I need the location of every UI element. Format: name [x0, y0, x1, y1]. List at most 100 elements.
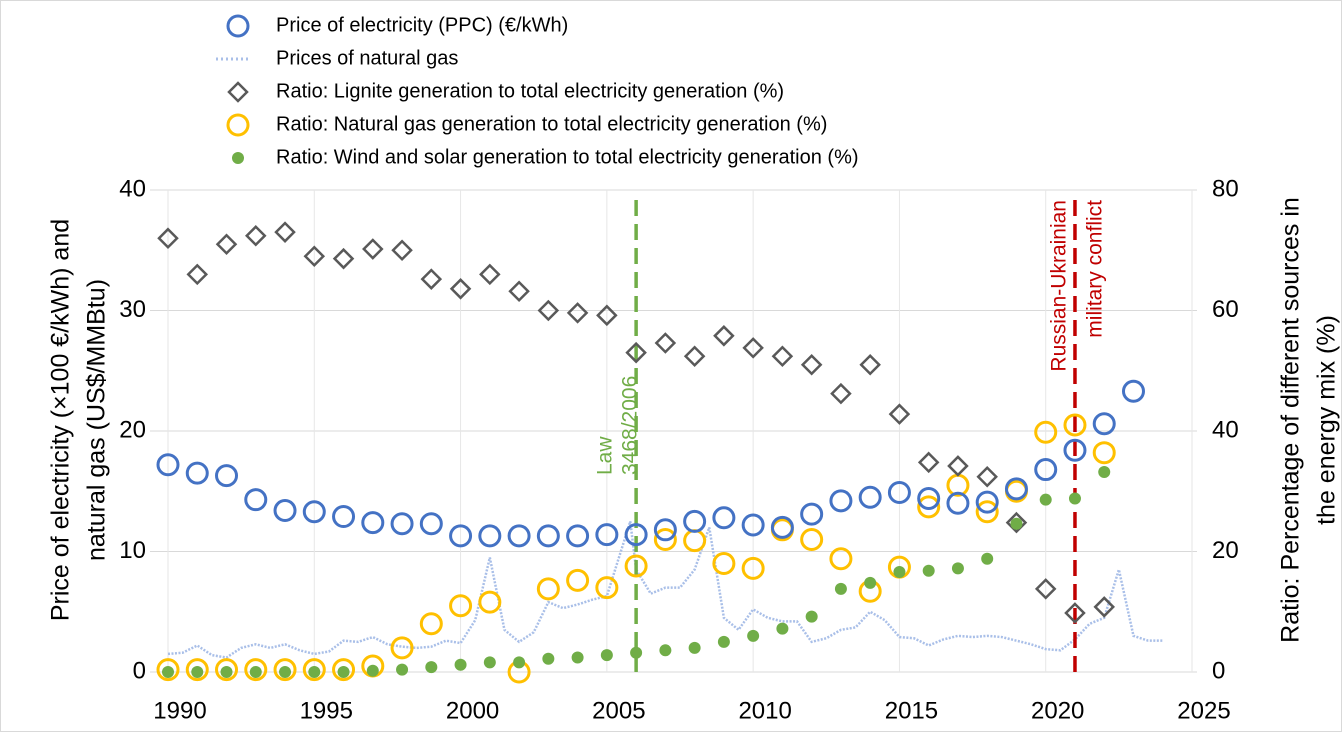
legend-marker [227, 81, 249, 103]
point [366, 664, 379, 677]
point [513, 656, 526, 669]
legend-label: Price of electricity (PPC) (€/kWh) [276, 14, 568, 36]
point [185, 461, 209, 485]
point [624, 554, 648, 578]
point [630, 646, 643, 659]
point [917, 495, 941, 519]
point [893, 565, 906, 578]
point [249, 666, 262, 678]
point [1092, 412, 1116, 436]
point [741, 556, 765, 580]
point [654, 332, 677, 354]
point [829, 547, 853, 571]
point [244, 658, 268, 682]
y2-tick-label: 20 [1212, 537, 1239, 564]
point [156, 453, 180, 477]
point [157, 227, 179, 249]
y-axis-label: Price of electricity (×100 €/kWh) and [47, 219, 75, 621]
point [185, 658, 209, 682]
point [507, 524, 531, 548]
point [449, 524, 473, 548]
point [478, 524, 502, 548]
point [776, 622, 789, 635]
point [420, 268, 443, 290]
y-axis-label: natural gas (US$/MMBtu) [83, 279, 111, 561]
point [741, 513, 765, 537]
point [975, 500, 999, 524]
point [273, 499, 297, 523]
point [834, 582, 847, 595]
point [162, 666, 174, 678]
point [215, 233, 238, 255]
point [396, 663, 409, 676]
point [478, 590, 502, 614]
y-tick-label: 20 [119, 416, 146, 443]
point [332, 505, 356, 529]
point [1010, 517, 1023, 530]
point [191, 666, 204, 678]
point [805, 610, 818, 623]
point [981, 552, 994, 565]
x-tick-label: 2000 [446, 697, 499, 724]
point [688, 641, 701, 654]
point [536, 524, 560, 548]
point [390, 636, 414, 660]
point [887, 480, 911, 504]
legend-marker [226, 113, 250, 137]
annotation-text: military conflict [1084, 200, 1107, 338]
point [717, 635, 730, 648]
point [308, 666, 321, 678]
point [1093, 596, 1115, 618]
point [303, 245, 326, 268]
y2-tick-label: 40 [1212, 416, 1239, 443]
point [888, 403, 911, 425]
point [361, 511, 385, 535]
point [800, 353, 823, 376]
point [1004, 477, 1028, 501]
point [419, 612, 443, 636]
point [274, 221, 296, 243]
legend-marker [232, 152, 244, 164]
point [683, 345, 706, 368]
point [537, 299, 560, 322]
point [625, 341, 647, 364]
point [1034, 420, 1058, 444]
point [595, 523, 619, 547]
point [425, 661, 438, 674]
point [449, 594, 473, 618]
point [595, 576, 619, 600]
point [1064, 602, 1086, 624]
y-tick-label: 30 [119, 296, 146, 323]
point [946, 491, 970, 515]
point [947, 455, 969, 477]
point [653, 527, 677, 551]
annotation-text: 3468/2006 [619, 376, 642, 475]
point [454, 658, 467, 671]
point [449, 278, 472, 300]
y2-axis-label: the energy mix (%) [1313, 315, 1341, 525]
point [859, 353, 881, 376]
legend-label: Prices of natural gas [276, 47, 458, 69]
point [864, 576, 877, 589]
point [571, 651, 584, 664]
point [712, 552, 736, 576]
x-tick-label: 2015 [885, 697, 938, 724]
point [244, 488, 268, 512]
gas-price-line [167, 521, 1163, 659]
point [332, 658, 356, 682]
point [1063, 413, 1087, 437]
y2-tick-label: 0 [1212, 657, 1225, 684]
point [391, 239, 413, 262]
point [273, 658, 297, 682]
x-tick-label: 2005 [592, 697, 645, 724]
point [479, 263, 501, 286]
point [742, 337, 764, 359]
point [156, 658, 180, 682]
point [332, 247, 355, 270]
point [1039, 493, 1052, 506]
point [1121, 379, 1145, 403]
point [975, 490, 999, 514]
point [279, 666, 292, 678]
x-tick-label: 2025 [1177, 697, 1230, 724]
